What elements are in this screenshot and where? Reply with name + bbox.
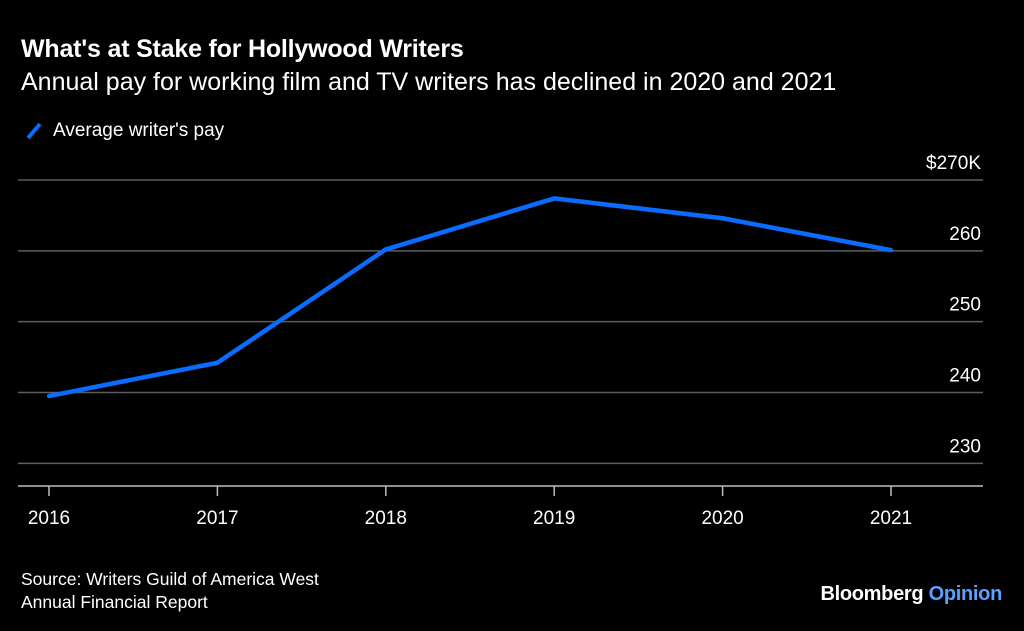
y-axis-labels: $270K 260 250 240 230 — [926, 153, 981, 457]
y-tick-label-250: 250 — [949, 295, 981, 316]
data-point-2017 — [215, 360, 220, 365]
x-tick-label-2018: 2018 — [365, 508, 407, 529]
data-point-2019 — [552, 196, 557, 201]
bloomberg-opinion-logo: Bloomberg Opinion — [820, 583, 1002, 606]
y-tick-label-230: 230 — [949, 436, 981, 457]
x-tick-label-2019: 2019 — [533, 508, 575, 529]
brand-name: Bloomberg — [820, 583, 924, 605]
source-line-2: Annual Financial Report — [21, 592, 208, 612]
x-tick-label-2016: 2016 — [28, 508, 70, 529]
x-tick-label-2017: 2017 — [196, 508, 238, 529]
y-tick-label-240: 240 — [949, 366, 981, 387]
source-note: Source: Writers Guild of America West An… — [21, 568, 319, 614]
data-point-2021 — [888, 247, 894, 253]
y-tick-label-270: $270K — [926, 153, 981, 174]
chart-subtitle: Annual pay for working film and TV write… — [21, 68, 837, 96]
legend-line-icon — [26, 122, 42, 140]
series — [46, 196, 894, 399]
chart-title: What's at Stake for Hollywood Writers — [21, 35, 464, 63]
brand-section: Opinion — [928, 583, 1003, 605]
series-line-0 — [48, 196, 892, 399]
legend-label: Average writer's pay — [53, 120, 225, 141]
data-point-2016 — [46, 393, 52, 399]
data-point-2018 — [383, 247, 388, 252]
gridlines — [18, 179, 983, 465]
x-tick-label-2020: 2020 — [701, 508, 743, 529]
data-point-2020 — [720, 216, 725, 221]
source-line-1: Source: Writers Guild of America West — [21, 569, 319, 589]
x-axis: 2016 2017 2018 2019 2020 2021 — [18, 485, 983, 529]
legend: Average writer's pay — [24, 118, 224, 144]
y-tick-label-260: 260 — [949, 224, 981, 245]
x-tick-label-2021: 2021 — [870, 508, 912, 529]
